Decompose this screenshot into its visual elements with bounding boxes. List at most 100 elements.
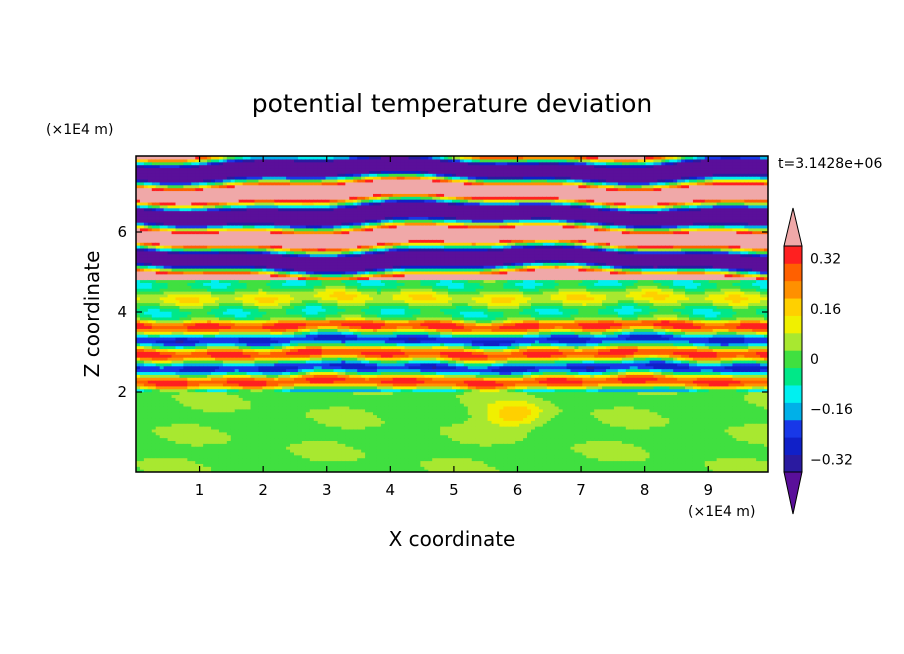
- field-cell: [151, 311, 157, 315]
- field-cell: [294, 380, 299, 384]
- field-cell: [290, 423, 295, 427]
- field-cell: [294, 279, 299, 283]
- field-cell: [262, 466, 267, 470]
- field-cell: [246, 359, 252, 364]
- field-cell: [163, 173, 169, 177]
- field-cell: [199, 417, 204, 421]
- field-cell: [218, 268, 224, 272]
- field-cell: [155, 207, 161, 212]
- field-cell: [238, 365, 244, 370]
- field-cell: [222, 230, 228, 235]
- field-cell: [270, 314, 275, 318]
- field-cell: [222, 233, 228, 238]
- field-cell: [309, 224, 315, 229]
- field-cell: [167, 443, 173, 447]
- field-cell: [254, 311, 260, 315]
- field-cell: [254, 374, 260, 378]
- field-cell: [309, 176, 315, 180]
- field-cell: [143, 176, 149, 180]
- field-cell: [203, 199, 208, 203]
- field-cell: [230, 440, 236, 444]
- field-cell: [139, 417, 145, 421]
- field-cell: [199, 311, 204, 315]
- field-cell: [147, 440, 153, 444]
- field-cell: [250, 385, 256, 390]
- field-cell: [266, 362, 271, 367]
- field-cell: [147, 428, 153, 433]
- field-cell: [195, 457, 200, 462]
- field-cell: [187, 382, 192, 387]
- field-cell: [199, 204, 204, 209]
- field-cell: [167, 408, 173, 413]
- field-cell: [199, 414, 204, 419]
- field-cell: [258, 428, 263, 433]
- field-cell: [183, 423, 188, 427]
- field-cell: [266, 351, 271, 355]
- field-cell: [187, 262, 192, 266]
- field-cell: [301, 222, 307, 226]
- field-cell: [246, 377, 252, 381]
- field-cell: [163, 288, 169, 292]
- field-cell: [175, 405, 181, 410]
- field-cell: [195, 316, 200, 321]
- field-cell: [250, 199, 256, 203]
- field-cell: [211, 270, 216, 275]
- field-cell: [179, 377, 184, 381]
- field-cell: [305, 342, 311, 347]
- field-cell: [183, 204, 188, 209]
- field-cell: [155, 273, 161, 278]
- field-cell: [262, 417, 267, 421]
- field-cell: [215, 196, 220, 200]
- field-cell: [246, 190, 252, 194]
- field-cell: [195, 377, 200, 381]
- field-cell: [301, 276, 307, 281]
- field-cell: [246, 230, 252, 235]
- field-cell: [203, 443, 208, 447]
- field-cell: [258, 270, 263, 275]
- field-cell: [195, 336, 200, 341]
- field-cell: [305, 336, 311, 341]
- field-cell: [163, 193, 169, 197]
- field-cell: [139, 236, 145, 240]
- field-cell: [226, 302, 232, 306]
- field-cell: [274, 233, 279, 238]
- field-cell: [167, 305, 173, 309]
- field-cell: [143, 296, 149, 301]
- field-cell: [301, 262, 307, 266]
- field-cell: [211, 428, 216, 433]
- field-cell: [171, 348, 177, 352]
- field-cell: [309, 207, 315, 212]
- field-cell: [207, 339, 212, 344]
- field-cell: [226, 325, 232, 329]
- field-cell: [230, 334, 236, 338]
- field-cell: [305, 382, 311, 387]
- field-cell: [147, 426, 153, 430]
- field-cell: [147, 314, 153, 318]
- field-cell: [191, 339, 196, 344]
- field-cell: [238, 449, 244, 453]
- field-cell: [218, 334, 224, 338]
- field-cell: [297, 302, 303, 306]
- field-cell: [286, 460, 291, 464]
- field-cell: [195, 227, 200, 232]
- field-cell: [242, 308, 248, 312]
- field-cell: [187, 253, 192, 258]
- field-cell: [305, 239, 311, 243]
- field-cell: [171, 167, 177, 171]
- field-cell: [155, 351, 161, 355]
- field-cell: [143, 368, 149, 373]
- field-cell: [195, 417, 200, 421]
- field-cell: [305, 411, 311, 416]
- field-cell: [151, 460, 157, 464]
- field-cell: [226, 451, 232, 456]
- field-cell: [163, 325, 169, 329]
- field-cell: [270, 319, 275, 324]
- field-cell: [305, 190, 311, 194]
- field-cell: [226, 334, 232, 338]
- field-cell: [179, 196, 184, 200]
- field-cell: [179, 273, 184, 278]
- field-cell: [297, 201, 303, 206]
- field-cell: [183, 365, 188, 370]
- field-cell: [163, 224, 169, 229]
- field-cell: [183, 319, 188, 324]
